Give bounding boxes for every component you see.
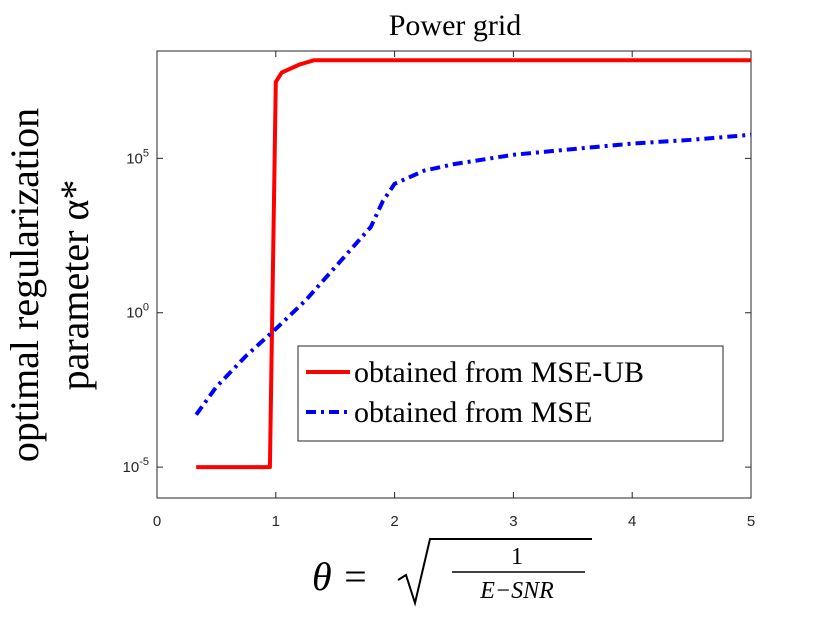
- x-axis-label: θ = 1 E−SNR: [312, 538, 592, 607]
- legend: obtained from MSE-UB obtained from MSE: [297, 345, 724, 442]
- y-tick-label: 100: [126, 302, 149, 322]
- x-tick-label: 1: [272, 513, 280, 530]
- x-tick-label: 3: [509, 513, 517, 530]
- y-axis-label-line1: optimal regularization: [2, 108, 47, 462]
- legend-entry-mse: obtained from MSE: [354, 396, 592, 429]
- y-axis-label: optimal regularization parameter α*: [2, 108, 97, 462]
- y-tick-label: 10-5: [123, 456, 149, 476]
- chart-title: Power grid: [389, 9, 521, 42]
- y-axis-label-line2: parameter α*: [52, 180, 97, 391]
- x-axis: 0 1 2 3 4 5: [153, 51, 755, 530]
- sqrt-radical: [397, 538, 592, 607]
- series-line-mse-ub: [196, 58, 751, 470]
- x-tick-label: 5: [747, 513, 755, 530]
- y-tick-label: 105: [126, 147, 149, 167]
- series-layer: [194, 58, 752, 470]
- x-axis-label-denominator: E−SNR: [479, 578, 554, 604]
- x-tick-label: 4: [628, 513, 636, 530]
- y-axis: 10-5 100 105: [123, 147, 751, 476]
- x-axis-label-numerator: 1: [511, 544, 523, 570]
- series-line-mse: [194, 132, 752, 416]
- x-tick-label: 0: [153, 513, 161, 530]
- x-axis-label-lhs: θ =: [312, 554, 369, 599]
- x-tick-label: 2: [390, 513, 398, 530]
- legend-entry-mse-ub: obtained from MSE-UB: [354, 356, 644, 389]
- legend-box: [297, 345, 724, 442]
